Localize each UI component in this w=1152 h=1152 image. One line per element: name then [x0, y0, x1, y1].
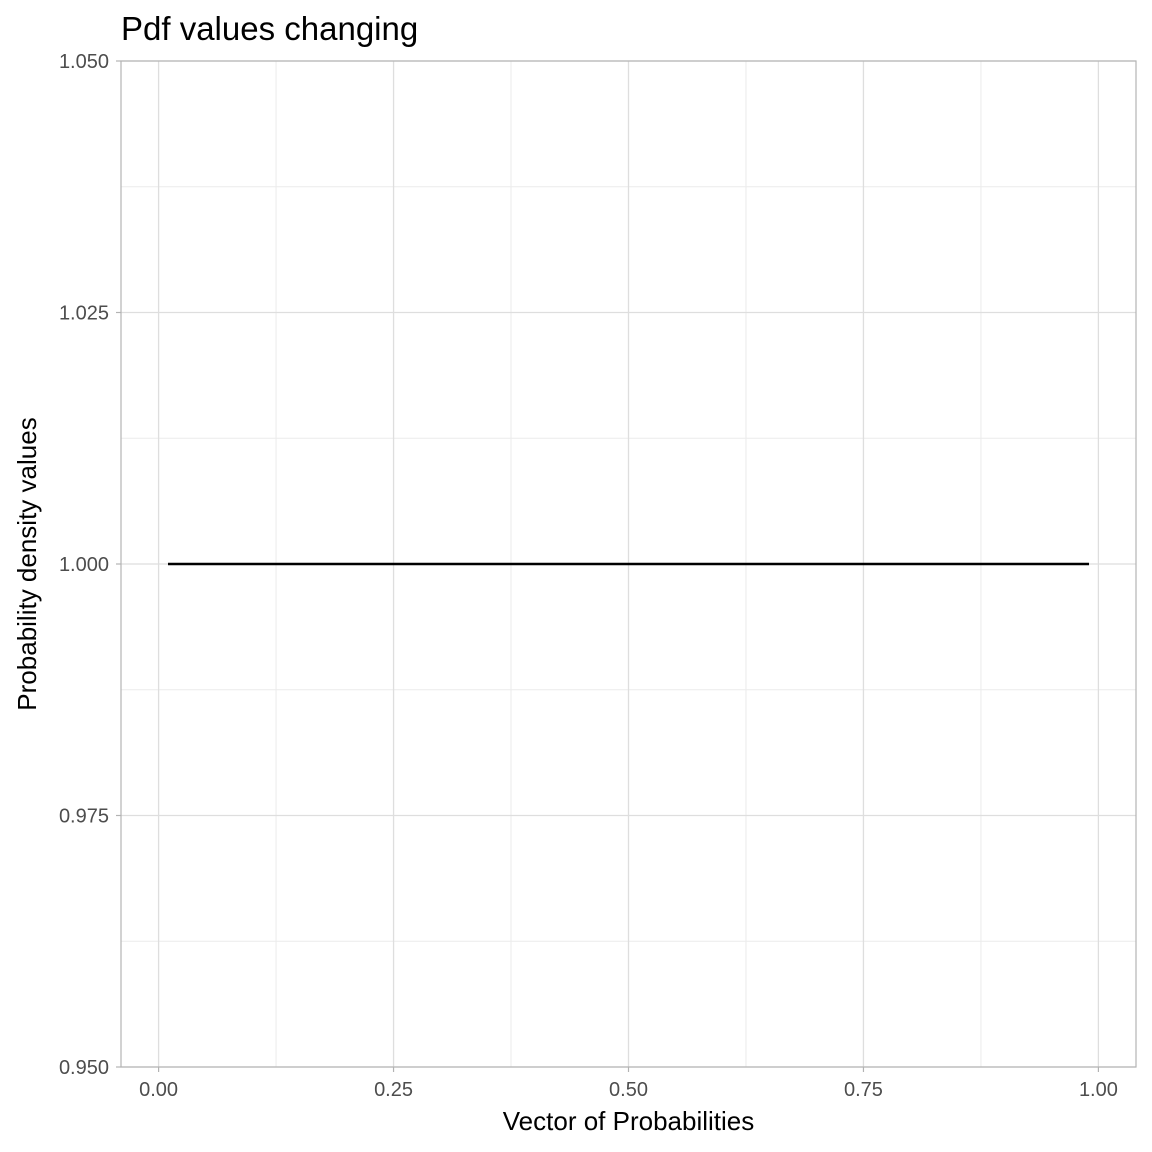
x-tick-label: 0.50 — [609, 1079, 648, 1101]
x-tick-label: 0.00 — [139, 1079, 178, 1101]
y-tick-label: 0.975 — [59, 806, 109, 828]
x-tick-label: 0.25 — [374, 1079, 413, 1101]
y-tick-label: 1.000 — [59, 554, 109, 576]
y-tick-label: 1.050 — [59, 51, 109, 73]
x-axis-title: Vector of Probabilities — [503, 1106, 754, 1136]
x-tick-label: 0.75 — [844, 1079, 883, 1101]
y-axis-title: Probability density values — [12, 417, 42, 710]
y-axis-ticks: 0.950 0.975 1.000 1.025 1.050 — [59, 51, 121, 1079]
x-axis-ticks: 0.00 0.25 0.50 0.75 1.00 — [139, 1067, 1118, 1101]
chart-title: Pdf values changing — [121, 10, 418, 47]
y-tick-label: 1.025 — [59, 303, 109, 325]
x-tick-label: 1.00 — [1079, 1079, 1118, 1101]
y-tick-label: 0.950 — [59, 1057, 109, 1079]
